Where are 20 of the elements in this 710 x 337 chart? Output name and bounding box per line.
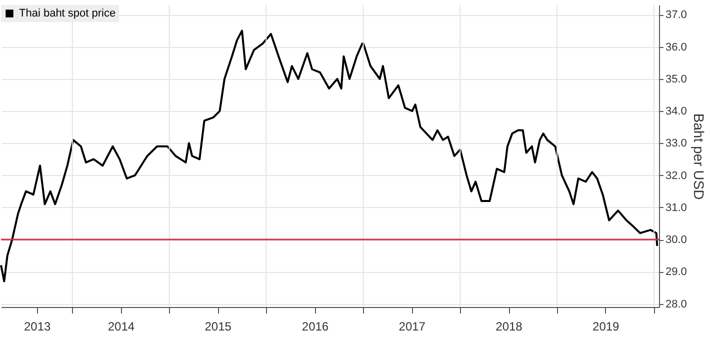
y-tick-label: 32.0 xyxy=(666,170,687,182)
y-tick-label: 29.0 xyxy=(666,266,687,278)
legend-label: Thai baht spot price xyxy=(19,8,116,20)
y-tick-label: 37.0 xyxy=(666,9,687,22)
x-tick-label: 2019 xyxy=(592,320,620,334)
y-tick-label: 28.0 xyxy=(666,298,687,310)
y-tick-label: 30.0 xyxy=(666,234,687,246)
x-tick-label: 2015 xyxy=(204,320,232,334)
x-tick-label: 2018 xyxy=(496,320,523,334)
x-tick-label: 2017 xyxy=(398,320,426,334)
x-tick-label: 2013 xyxy=(24,320,52,334)
x-tick-label: 2014 xyxy=(108,320,135,334)
line-series xyxy=(0,30,658,282)
y-axis-title: Baht per USD xyxy=(690,113,707,200)
y-tick-label: 34.0 xyxy=(666,106,687,118)
x-tick-label: 2016 xyxy=(302,320,329,334)
y-tick-label: 36.0 xyxy=(666,41,687,54)
y-tick-label: 35.0 xyxy=(666,73,687,86)
y-tick-label: 31.0 xyxy=(666,202,687,214)
y-tick-label: 33.0 xyxy=(666,138,687,150)
